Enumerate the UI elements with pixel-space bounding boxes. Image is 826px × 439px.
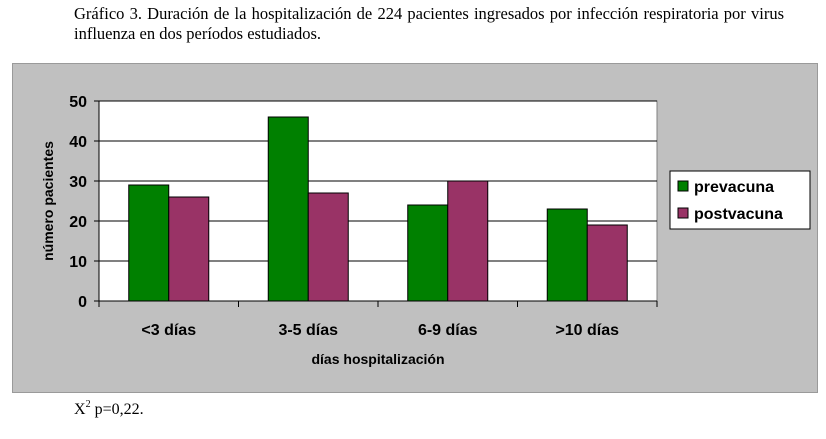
bar-postvacuna-2 [307, 192, 349, 302]
bars [128, 116, 628, 302]
legend-swatch-postvacuna [677, 207, 689, 219]
y-tick-label: 30 [69, 174, 87, 191]
y-tick-label: 50 [69, 94, 87, 111]
legend-label-postvacuna: postvacuna [694, 206, 783, 223]
x-tick-label: <3 días [141, 322, 196, 339]
chart-frame: 0 10 20 30 40 50 <3 días 3-5 días 6-9 días >10 d… [12, 63, 818, 393]
bar-chart: 0 10 20 30 40 50 <3 días 3-5 días 6-9 días >10 d… [40, 94, 811, 367]
figure-caption: Gráfico 3. Duración de la hospitalizació… [74, 4, 784, 43]
y-tick-label: 20 [69, 214, 87, 231]
legend-swatch-prevacuna [677, 180, 689, 192]
legend: prevacuna postvacuna [669, 170, 811, 230]
bar-prevacuna-3 [407, 204, 449, 302]
y-tick-label: 10 [69, 254, 87, 271]
bar-prevacuna-4 [546, 208, 588, 302]
y-tick-labels: 0 10 20 30 40 50 [69, 94, 87, 311]
legend-box [669, 170, 811, 230]
bar-postvacuna-1 [168, 196, 210, 302]
x-tick-label: 6-9 días [418, 322, 478, 339]
axes [94, 100, 658, 307]
legend-label-prevacuna: prevacuna [694, 179, 774, 196]
chi-square-result: X2 p=0,22. [74, 399, 144, 419]
x-tick-label: 3-5 días [278, 322, 338, 339]
bar-prevacuna-1 [128, 184, 170, 302]
y-tick-label: 0 [78, 294, 87, 311]
bar-postvacuna-4 [586, 224, 628, 302]
x-axis-label: días hospitalización [311, 351, 444, 367]
p-value: p=0,22. [90, 401, 144, 418]
x-tick-labels: <3 días 3-5 días 6-9 días >10 días [141, 322, 619, 339]
bar-prevacuna-2 [267, 116, 309, 302]
x-tick-label: >10 días [555, 322, 619, 339]
bar-postvacuna-3 [447, 180, 489, 302]
chi-superscript: 2 [85, 399, 91, 410]
y-tick-label: 40 [69, 134, 87, 151]
chi-symbol: X [74, 401, 86, 418]
y-axis-label: número pacientes [40, 141, 56, 261]
